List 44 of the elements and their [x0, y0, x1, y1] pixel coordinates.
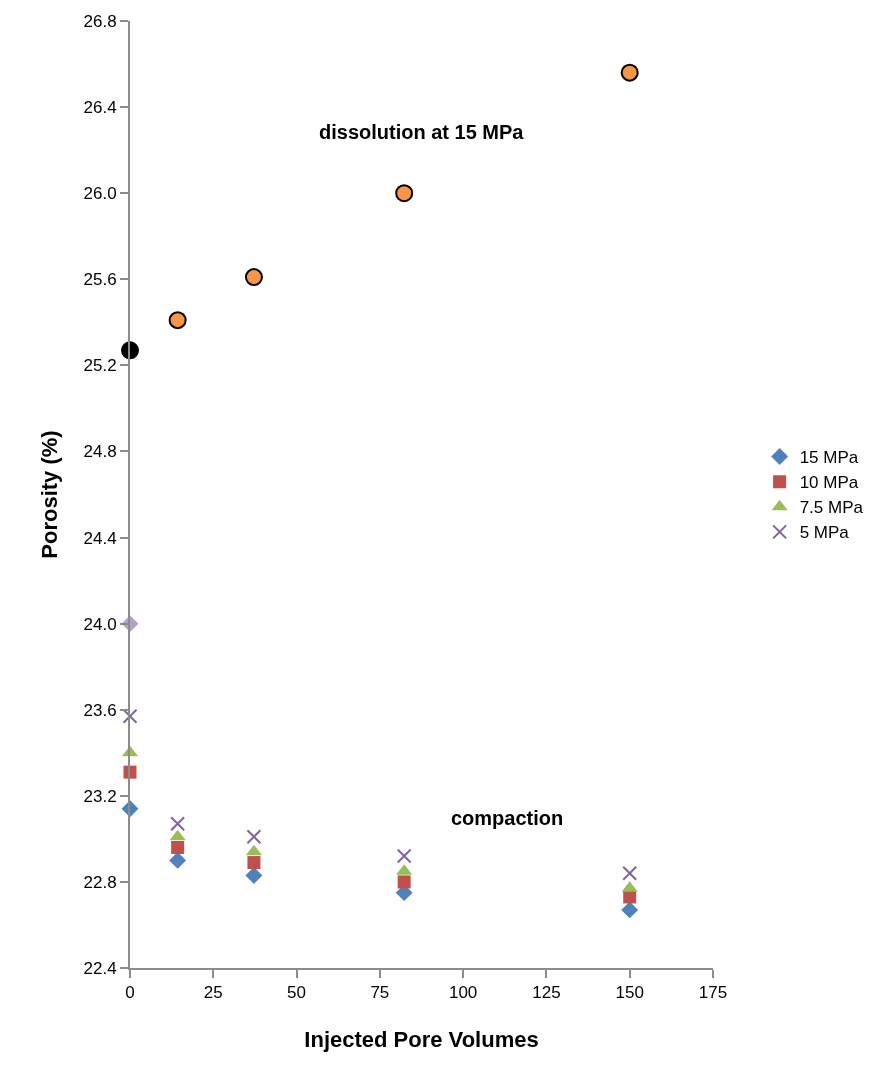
point [247, 856, 261, 870]
point [245, 867, 263, 884]
point [620, 63, 639, 82]
point [170, 816, 186, 832]
y-tick-label: 26.8 [83, 11, 117, 31]
point [246, 829, 262, 845]
annotation: compaction [451, 807, 564, 829]
y-tick-label: 22.8 [83, 872, 117, 892]
x-tick-label: 75 [370, 983, 390, 1003]
x-tick-label: 0 [125, 983, 135, 1003]
legend-label: 15 MPa [799, 448, 859, 468]
legend-label: 5 MPa [799, 523, 850, 543]
y-tick-label: 26.4 [83, 98, 117, 118]
point [169, 851, 187, 869]
point [171, 840, 185, 854]
annotation: dissolution at 15 MPa [319, 121, 525, 143]
point [396, 848, 412, 864]
point [168, 311, 187, 330]
y-tick-label: 24.0 [83, 614, 117, 634]
x-tick-label: 25 [203, 983, 223, 1003]
point [621, 901, 639, 919]
point [397, 875, 411, 889]
x-tick-label: 125 [532, 983, 561, 1003]
y-tick-label: 23.6 [83, 700, 117, 720]
y-tick-label: 26.0 [83, 184, 117, 204]
legend-label: 10 MPa [799, 473, 859, 493]
y-tick-label: 24.4 [83, 528, 117, 548]
y-axis-title: Porosity (%) [36, 430, 62, 559]
point [122, 708, 138, 724]
x-tick-label: 175 [698, 983, 728, 1003]
x-tick-label: 150 [615, 983, 644, 1003]
y-tick-label: 23.2 [83, 786, 117, 806]
point [622, 865, 638, 881]
point [395, 184, 414, 203]
y-tick-label: 24.8 [83, 442, 117, 462]
x-tick-label: 50 [287, 983, 307, 1003]
legend-label: 7.5 MPa [799, 498, 864, 518]
x-axis-title: Injected Pore Volumes [304, 1026, 539, 1052]
point [169, 829, 186, 841]
y-tick-label: 25.6 [83, 270, 117, 290]
x-tick-label: 100 [448, 983, 478, 1003]
y-tick-label: 22.4 [83, 958, 117, 978]
y-tick-label: 25.2 [83, 356, 117, 376]
point [244, 268, 263, 287]
